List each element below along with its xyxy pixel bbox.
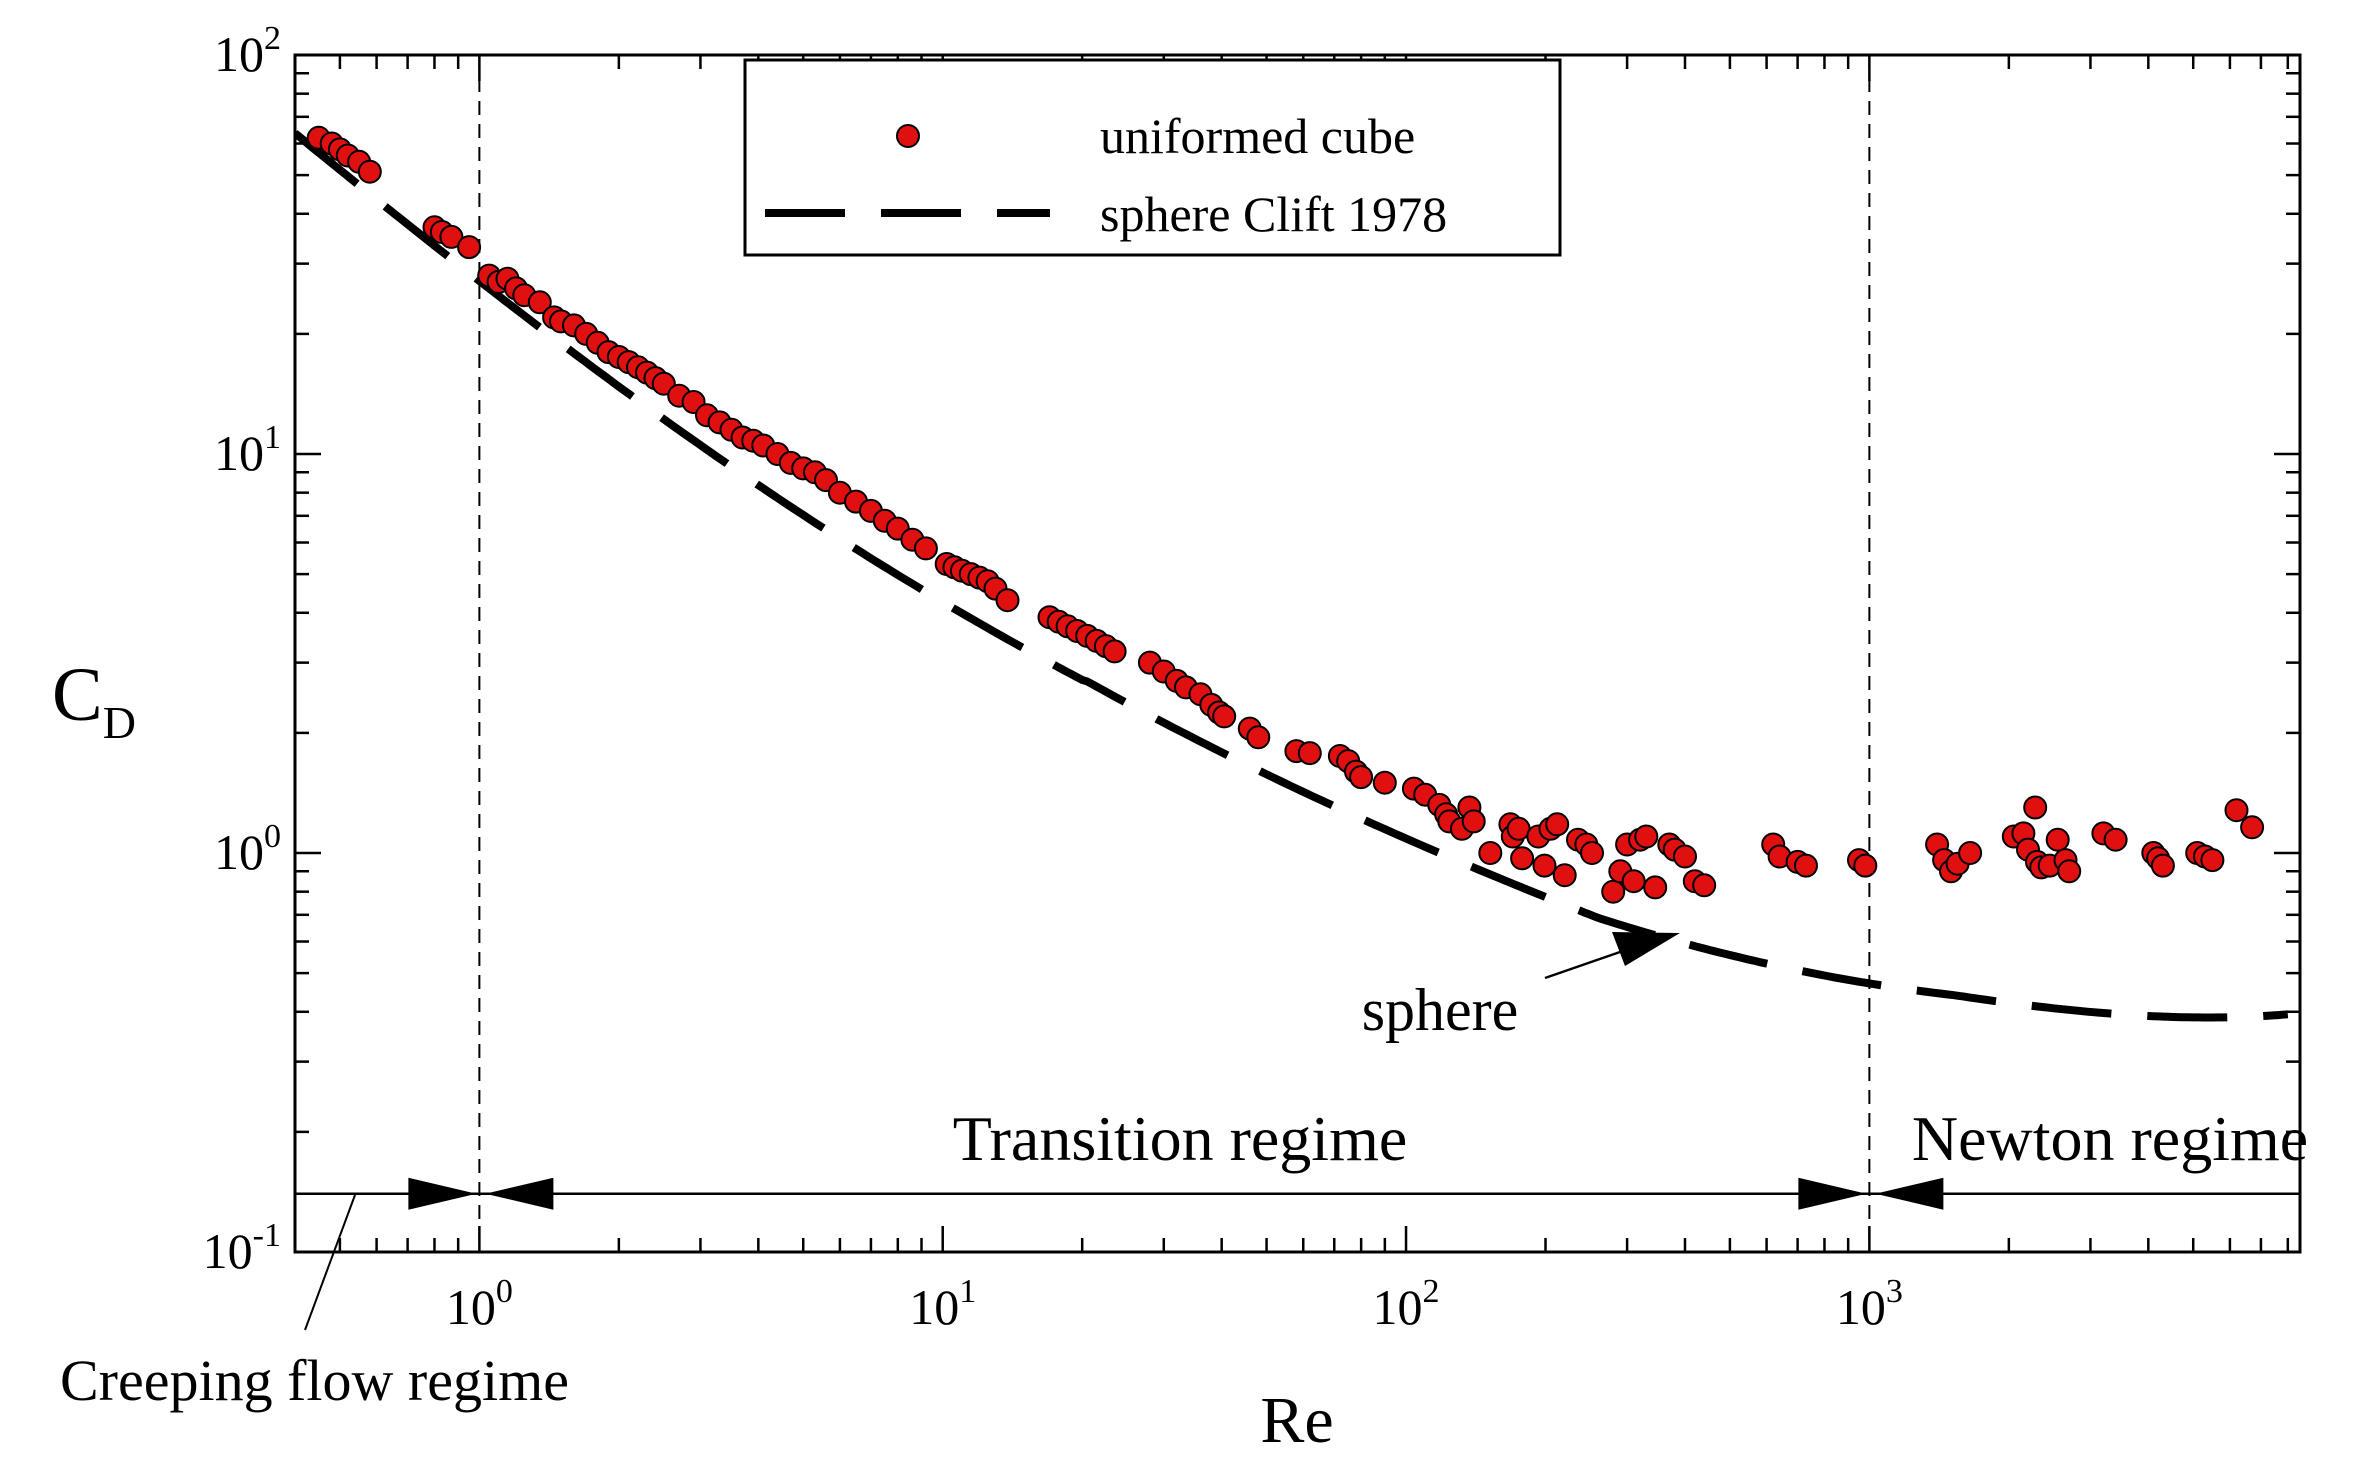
x-tick-label: 102 [1373,1273,1440,1335]
cube-data-point [1102,639,1127,664]
cube-data-point [1372,770,1397,795]
regime-label-creeping: Creeping flow regime [60,1348,569,1413]
y-axis-label-sub: D [103,697,136,748]
cube-data-point [1580,841,1604,865]
creeping-leader-line [304,1194,356,1331]
legend: uniformed cube sphere Clift 1978 [743,58,1562,257]
cube-data-point [2240,815,2265,840]
axes-frame [293,53,2302,1254]
cube-data-point [995,588,1020,613]
y-tick-label: 100 [214,818,281,880]
cube-data-point [1958,841,1983,865]
sphere-annotation-arrow-line [1544,950,1621,980]
cube-data-point [1634,824,1659,849]
cube-data-point [1692,873,1717,898]
y-tick-label: 101 [214,419,281,481]
cube-data-point [1349,765,1374,790]
cube-data-point [2200,848,2225,873]
cube-data-point [1506,816,1531,841]
sphere-annotation-label: sphere [1362,977,1519,1043]
sphere-curve-layer [295,130,2289,1022]
cube-data-point [1643,875,1668,900]
sphere-annotation-arrowhead [1612,932,1680,966]
cube-data-point [2103,827,2128,852]
cube-data-point [1461,809,1486,834]
x-tick-label: 103 [1836,1273,1903,1335]
cube-data-point [1545,812,1570,837]
cube-data-point [1297,741,1322,766]
regime-label-transition: Transition regime [953,1103,1408,1174]
cube-data-point [1532,853,1557,878]
cube-data-point [357,159,382,184]
cube-data-point [2224,798,2249,823]
x-axis-label: Re [1260,1384,1333,1457]
axis-ticks: 100 101 102 103 10-1 100 101 102 [203,20,2300,1335]
cube-data-point [2150,853,2175,878]
regime-arrows [295,1177,2300,1210]
legend-label-sphere: sphere Clift 1978 [1100,186,1447,242]
cube-data-point [1552,863,1577,888]
legend-label-cube: uniformed cube [1100,108,1415,164]
cube-data-point [439,224,464,249]
cube-data-point [1601,879,1626,904]
cube-data-point [1510,846,1535,871]
y-tick-label: 102 [214,20,281,82]
regime-boundary-lines [478,55,1871,1252]
x-tick-label: 100 [446,1273,513,1335]
cube-data-point [457,235,482,260]
legend-marker-cube [896,124,920,148]
y-axis-label: CD [52,653,136,748]
cube-data-point [1853,853,1878,878]
cube-data-point [2023,795,2048,820]
cube-data-point [2045,827,2070,852]
cube-data-point [1794,853,1818,878]
transition-arrowhead-right [1798,1177,1867,1210]
y-axis-label-main: C [52,653,103,737]
cube-data-point [913,536,938,561]
cube-data-point [2057,859,2082,884]
newton-arrowhead-left [1875,1177,1944,1210]
x-tick-label: 101 [909,1273,976,1335]
cube-points-layer [306,125,2265,904]
cube-data-point [1621,869,1646,894]
sphere-clift-curve [295,130,2289,1022]
cube-data-point [1478,841,1503,865]
y-tick-label: 10-1 [203,1217,281,1279]
regime-label-newton: Newton regime [1912,1103,2308,1174]
cube-data-point [1212,704,1237,729]
transition-arrowhead-left [485,1177,554,1210]
legend-box [743,58,1562,257]
cube-data-point [1246,725,1271,750]
sphere-annotation: sphere [1362,932,1680,1043]
cube-data-point [1673,844,1697,869]
cube-data-point [527,290,552,315]
creeping-arrowhead-right [408,1177,477,1210]
